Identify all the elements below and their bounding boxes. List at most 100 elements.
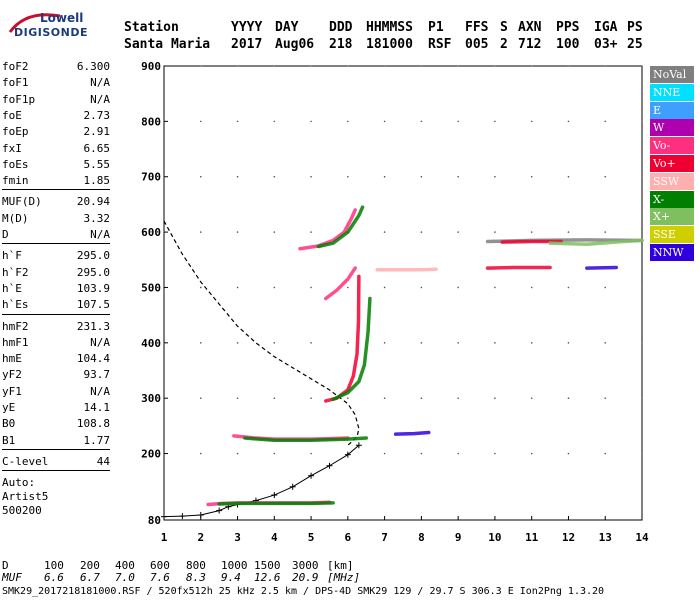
grid-dot [641, 286, 643, 289]
grid-dot [457, 120, 459, 123]
param-value: 6.65 [83, 141, 111, 155]
x-tick-label: 10 [488, 531, 501, 544]
x-tick-label: 13 [599, 531, 612, 544]
grid-dot [383, 231, 386, 233]
y-tick-label: 900 [141, 60, 161, 73]
auto-scaling-text: 500200 [2, 504, 42, 518]
param-label: B0 [2, 417, 16, 431]
param-value: 6.300 [76, 60, 110, 73]
grid-dot [273, 231, 276, 233]
y-tick-label: 500 [141, 281, 161, 294]
param-value: 2.73 [83, 108, 111, 122]
profile-curve [163, 220, 360, 446]
header-cell: 03+ [594, 37, 618, 52]
legend-item: NNE [650, 83, 694, 101]
x-tick-label: 3 [234, 531, 241, 544]
grid-dot [494, 397, 496, 399]
header-cell: 218 [329, 37, 353, 52]
grid-dot [347, 65, 349, 67]
grid-dot [236, 286, 239, 289]
x-tick-label: 12 [562, 531, 575, 544]
grid-dot [236, 342, 239, 344]
header-cell: Santa Maria [124, 37, 211, 52]
legend-item: Vo- [650, 137, 694, 155]
param-value: N/A [90, 384, 110, 398]
x-tick-label: 14 [635, 531, 649, 544]
param-label: C-level [2, 454, 49, 468]
param-row: yF1 N/A [2, 385, 110, 398]
param-row: C-level 44 [2, 455, 110, 468]
y-tick-label: 300 [141, 392, 161, 405]
param-label: M(D) [2, 211, 29, 225]
grid-dot [310, 120, 312, 123]
grid-dot [236, 397, 239, 399]
grid-dot [604, 286, 607, 289]
auto-scaling-text: Artist5 [2, 490, 49, 504]
legend-item: SSW [650, 172, 694, 190]
grid-dot [347, 286, 349, 289]
muf-cell: MUF [2, 571, 22, 584]
grid-dot [273, 452, 276, 455]
grid-dot [604, 175, 607, 178]
grid-dot [494, 231, 496, 233]
grid-dot [420, 286, 423, 289]
grid-dot [273, 65, 276, 67]
x-tick-label: 5 [308, 531, 315, 544]
param-label: fmin [2, 174, 29, 188]
grid-dot [530, 342, 533, 344]
x-tick-label: 11 [525, 531, 539, 544]
profile-lower-curve [163, 444, 360, 518]
echo-trace [548, 238, 644, 247]
param-value: 1.85 [83, 174, 111, 188]
header-cell: RSF [428, 37, 452, 52]
footer-info: SMK29_2017218181000.RSF / 520fx512h 25 k… [2, 586, 605, 597]
param-value: 20.94 [76, 195, 110, 209]
grid-dot [567, 452, 570, 455]
echo-trace [485, 265, 552, 270]
echo-trace [585, 265, 619, 270]
grid-dot [494, 342, 496, 344]
grid-dot [347, 120, 349, 123]
legend-item: Vo+ [650, 155, 694, 172]
param-value: N/A [90, 228, 110, 241]
grid-dot [347, 342, 349, 344]
header-cell: 100 [556, 37, 580, 52]
legend-item: X- [650, 190, 694, 208]
muf-cell: 800 [186, 559, 206, 572]
grid-dot [494, 452, 496, 455]
header-cell: P1 [428, 20, 444, 35]
muf-cell: 12.6 [254, 571, 281, 584]
grid-dot [236, 231, 239, 233]
grid-dot [457, 286, 459, 289]
param-value: N/A [90, 76, 110, 90]
grid-dot [457, 175, 459, 178]
param-divider [2, 448, 110, 450]
grid-dot [457, 397, 459, 399]
param-value: 93.7 [83, 368, 111, 382]
grid-dot [641, 231, 643, 233]
y-tick-label: 400 [141, 337, 161, 350]
param-label: hmE [2, 352, 22, 366]
grid-dot [199, 342, 202, 344]
y-tick-label: 80 [148, 514, 161, 527]
logo-lowell-text: Lowell [40, 11, 84, 25]
muf-cell: 100 [44, 559, 64, 572]
grid-dot [420, 231, 423, 233]
header-cell: IGA [594, 20, 618, 35]
grid-dot [347, 175, 349, 178]
grid-dot [567, 286, 570, 289]
grid-dot [199, 452, 202, 455]
grid-dot [420, 120, 423, 123]
auto-scaling-text: Auto: [2, 476, 36, 490]
header-cell: FFS [465, 20, 489, 35]
grid-dot [199, 120, 202, 123]
param-row: MUF(D) 20.94 [2, 195, 110, 208]
param-value: 2.91 [83, 125, 111, 139]
param-label: foF1 [2, 76, 29, 90]
header-cell: DAY [275, 20, 299, 35]
grid-dot [236, 175, 239, 178]
param-row: foF1 N/A [2, 76, 110, 89]
param-row: hmF1 N/A [2, 336, 110, 349]
legend-item: NNW [650, 244, 694, 261]
grid-dot [641, 452, 643, 455]
